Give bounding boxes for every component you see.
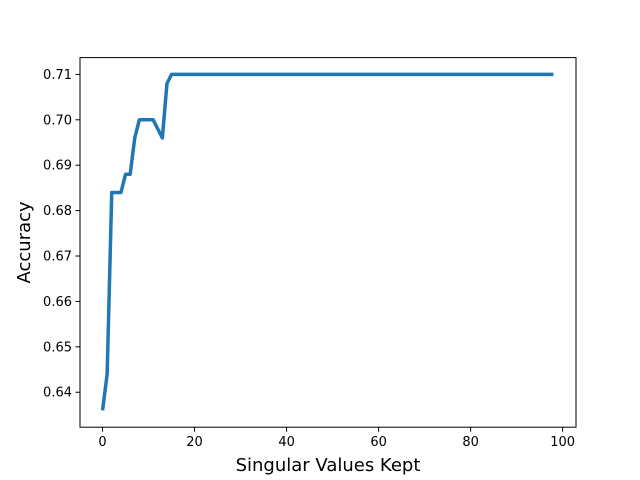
axes-frame — [79, 57, 577, 428]
y-tick-label: 0.69 — [43, 159, 72, 174]
y-axis-label: Accuracy — [14, 201, 35, 284]
y-tick-label: 0.71 — [43, 68, 72, 83]
x-tick-label: 80 — [462, 435, 479, 450]
plot-area — [100, 72, 554, 411]
x-tick-label: 60 — [370, 435, 387, 450]
x-tick-label: 20 — [186, 435, 203, 450]
x-tick-label: 100 — [550, 435, 575, 450]
y-tick-label: 0.68 — [43, 204, 72, 219]
y-tick-label: 0.67 — [43, 250, 72, 265]
y-tick-label: 0.70 — [43, 113, 72, 128]
x-tick-label: 0 — [98, 435, 106, 450]
x-axis-label: Singular Values Kept — [236, 455, 421, 476]
series-line — [100, 72, 554, 411]
y-axis-ticks: 0.64 0.65 0.66 0.67 0.68 0.69 0.70 0.71 — [43, 68, 80, 401]
x-axis-ticks: 0 20 40 60 80 100 — [98, 427, 575, 450]
y-tick-label: 0.64 — [43, 386, 72, 401]
y-tick-label: 0.65 — [43, 340, 72, 355]
x-tick-label: 40 — [278, 435, 295, 450]
y-tick-label: 0.66 — [43, 295, 72, 310]
